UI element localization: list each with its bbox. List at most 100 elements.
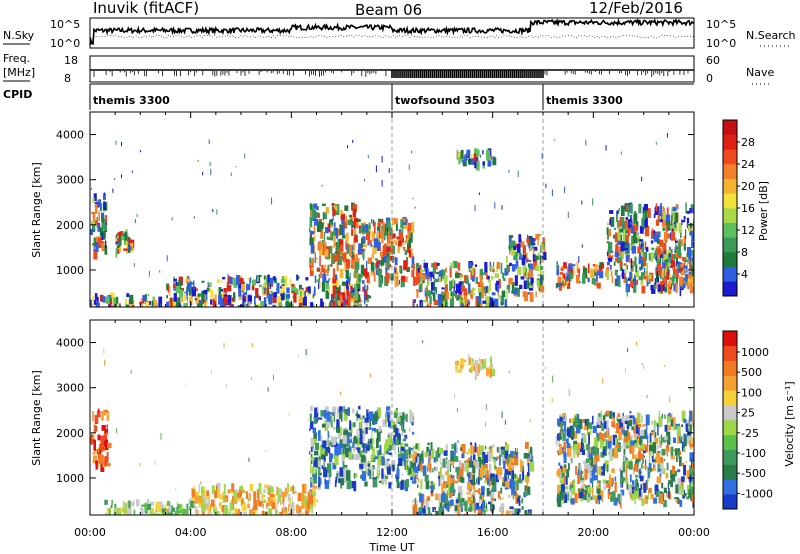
echo-cell xyxy=(661,482,664,489)
echo-cell xyxy=(348,295,351,306)
echo-cell xyxy=(252,279,257,286)
echo-cell xyxy=(304,510,309,515)
echo-cell xyxy=(460,156,465,162)
echo-cell xyxy=(472,446,475,455)
echo-cell xyxy=(235,492,240,498)
echo-cell xyxy=(372,465,375,470)
echo-cell xyxy=(349,272,351,279)
echo-cell xyxy=(334,445,339,456)
echo-cell xyxy=(382,246,387,256)
echo-cell xyxy=(478,364,482,371)
echo-cell xyxy=(582,484,586,487)
echo-cell xyxy=(239,278,244,284)
echo-cell xyxy=(551,189,553,197)
echo-cell xyxy=(633,213,638,224)
echo-cell xyxy=(397,243,401,253)
echo-cell xyxy=(611,468,615,473)
echo-cell xyxy=(186,503,189,511)
echo-cell xyxy=(558,462,561,466)
echo-cell xyxy=(365,422,368,427)
echo-cell xyxy=(591,487,594,498)
echo-cell xyxy=(567,211,569,218)
echo-cell xyxy=(456,149,459,160)
echo-cell xyxy=(562,448,566,453)
echo-cell xyxy=(585,139,587,146)
echo-cell xyxy=(117,247,120,254)
echo-cell xyxy=(98,237,102,249)
echo-cell xyxy=(631,491,634,494)
echo-cell xyxy=(511,264,516,272)
echo-cell xyxy=(291,496,293,504)
echo-cell xyxy=(622,461,625,472)
echo-cell xyxy=(435,291,437,300)
echo-cell xyxy=(487,275,490,280)
echo-cell xyxy=(468,262,472,268)
echo-cell xyxy=(302,291,306,298)
echo-cell xyxy=(458,468,464,477)
echo-cell xyxy=(316,257,318,261)
echo-cell xyxy=(323,231,325,243)
echo-cell xyxy=(132,305,135,307)
echo-cell xyxy=(329,302,332,307)
echo-cell xyxy=(456,361,458,373)
echo-cell xyxy=(189,297,193,303)
echo-cell xyxy=(99,227,104,236)
echo-cell xyxy=(228,300,232,307)
echo-cell xyxy=(107,442,112,448)
power-heatmap xyxy=(90,133,694,307)
echo-cell xyxy=(165,503,167,509)
echo-cell xyxy=(651,228,654,238)
echo-cell xyxy=(371,232,374,242)
echo-cell xyxy=(350,260,354,269)
echo-cell xyxy=(620,151,622,155)
echo-cell xyxy=(429,463,432,473)
echo-cell xyxy=(668,494,672,500)
echo-cell xyxy=(634,439,637,444)
echo-cell xyxy=(415,443,420,450)
echo-cell xyxy=(675,277,678,286)
echo-cell xyxy=(306,291,310,296)
echo-cell xyxy=(600,433,605,442)
echo-cell xyxy=(272,494,276,503)
echo-cell xyxy=(562,277,565,289)
echo-cell xyxy=(567,427,571,431)
echo-cell xyxy=(564,186,566,193)
echo-cell xyxy=(688,271,693,275)
echo-cell xyxy=(502,506,504,513)
echo-cell xyxy=(381,453,385,458)
echo-cell xyxy=(522,254,527,259)
echo-cell xyxy=(501,454,504,464)
echo-cell xyxy=(612,434,617,446)
echo-cell xyxy=(416,289,419,298)
echo-cell xyxy=(104,215,108,226)
echo-cell xyxy=(312,490,316,497)
echo-cell xyxy=(490,473,495,481)
echo-cell xyxy=(344,300,346,307)
echo-cell xyxy=(646,279,649,287)
echo-cell xyxy=(623,263,627,266)
echo-cell xyxy=(247,278,250,281)
echo-cell xyxy=(383,252,388,263)
echo-cell xyxy=(97,408,100,413)
echo-cell xyxy=(226,384,227,388)
echo-cell xyxy=(349,217,354,220)
echo-cell xyxy=(335,207,338,211)
echo-cell xyxy=(441,287,445,290)
echo-cell xyxy=(642,275,644,279)
echo-cell xyxy=(354,291,358,301)
echo-cell xyxy=(348,451,353,459)
echo-cell xyxy=(469,503,472,509)
echo-cell xyxy=(540,274,544,281)
echo-cell xyxy=(463,288,468,296)
echo-cell xyxy=(584,460,589,472)
echo-cell xyxy=(402,473,404,476)
echo-cell xyxy=(392,255,394,263)
echo-cell xyxy=(491,487,493,493)
echo-cell xyxy=(342,225,345,237)
echo-cell xyxy=(429,485,434,489)
echo-cell xyxy=(321,434,323,445)
echo-cell xyxy=(446,490,448,496)
echo-cell xyxy=(364,462,368,468)
echo-cell xyxy=(528,285,533,288)
echo-cell xyxy=(563,452,567,463)
